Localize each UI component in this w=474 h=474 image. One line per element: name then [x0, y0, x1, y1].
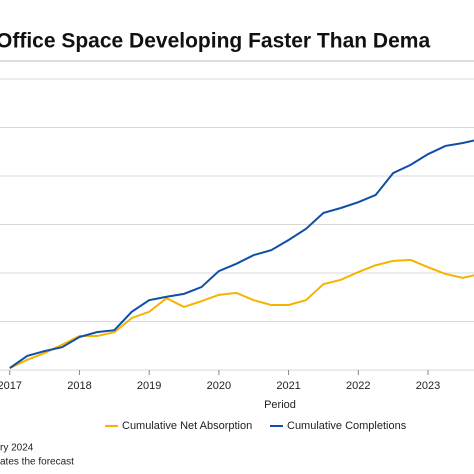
x-tick-label: 2022: [346, 380, 370, 392]
x-tick-label: 2021: [276, 380, 300, 392]
footnote: ry 2024: [0, 443, 34, 454]
data-line: [9, 258, 474, 369]
x-tick-label: 2019: [137, 380, 161, 392]
x-tick-label: 2017: [0, 380, 22, 392]
x-tick-label: 2018: [67, 380, 91, 392]
x-tick-label: 2020: [207, 380, 231, 392]
data-line: [9, 139, 474, 369]
chart-title: Office Space Developing Faster Than Dema: [0, 30, 430, 53]
footnote: ates the forecast: [0, 457, 74, 468]
x-tick-label: 2023: [416, 380, 440, 392]
legend-label: Cumulative Net Absorption: [122, 420, 252, 432]
x-axis-label: Period: [264, 399, 296, 411]
legend-label: Cumulative Completions: [287, 420, 407, 432]
